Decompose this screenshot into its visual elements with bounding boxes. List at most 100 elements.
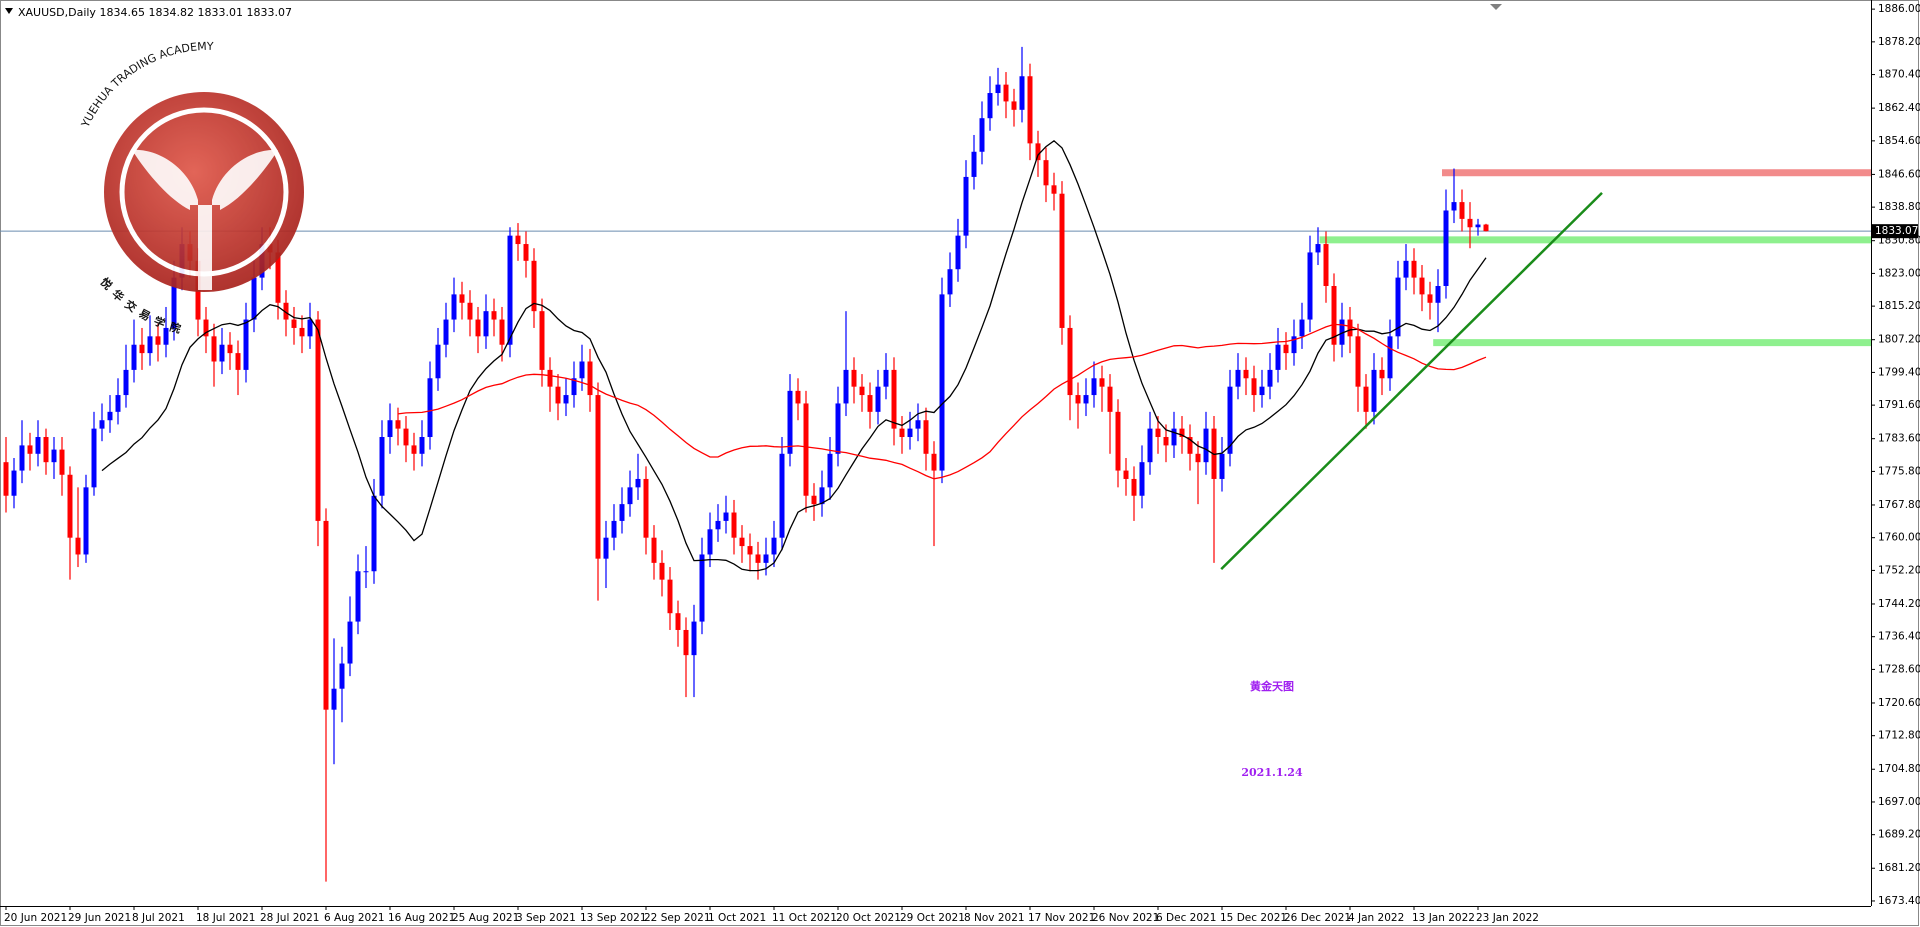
candle-body bbox=[1091, 378, 1097, 396]
x-tick-label: 20 Jun 2021 bbox=[4, 912, 67, 924]
candle-body bbox=[1115, 411, 1121, 471]
y-tick-label: 1815.20 bbox=[1878, 300, 1920, 312]
candle-body bbox=[755, 554, 761, 563]
y-tick-label: 1878.20 bbox=[1878, 36, 1920, 48]
candle-body bbox=[803, 403, 809, 496]
candle-body bbox=[1203, 428, 1209, 463]
candle-body bbox=[731, 512, 737, 538]
candle-body bbox=[419, 437, 425, 454]
candle-body bbox=[1363, 386, 1369, 412]
low-value: 1833.01 bbox=[197, 6, 243, 19]
candle-body bbox=[1443, 210, 1449, 286]
candle-body bbox=[1123, 470, 1129, 479]
candle-body bbox=[1219, 453, 1225, 479]
candle-body bbox=[1347, 319, 1353, 337]
candle-body bbox=[1099, 378, 1105, 387]
candle-body bbox=[1003, 84, 1009, 102]
candle-body bbox=[523, 244, 529, 261]
candle-body bbox=[1011, 101, 1017, 110]
x-tick-label: 6 Dec 2021 bbox=[1156, 912, 1216, 924]
candle-body bbox=[987, 93, 993, 119]
y-tick-label: 1760.00 bbox=[1878, 532, 1920, 544]
candle-body bbox=[1043, 160, 1049, 186]
candle-body bbox=[1179, 428, 1185, 438]
candle-body bbox=[1147, 428, 1153, 463]
candle-body bbox=[1483, 224, 1489, 232]
candle-body bbox=[707, 529, 713, 555]
y-tick-label: 1799.40 bbox=[1878, 366, 1920, 378]
candle-body bbox=[427, 378, 433, 438]
candle-body bbox=[411, 445, 417, 454]
candle-body bbox=[1059, 193, 1065, 328]
candle-body bbox=[307, 319, 313, 337]
x-tick-label: 28 Jul 2021 bbox=[260, 912, 319, 924]
candle-body bbox=[379, 437, 385, 496]
candle-body bbox=[1299, 319, 1305, 337]
y-tick-label: 1752.20 bbox=[1878, 564, 1920, 576]
candle-body bbox=[1411, 260, 1417, 278]
y-tick-label: 1791.60 bbox=[1878, 399, 1920, 411]
x-tick-label: 6 Aug 2021 bbox=[324, 912, 385, 924]
open-value: 1834.65 bbox=[99, 6, 145, 19]
candle-body bbox=[843, 369, 849, 404]
high-value: 1834.82 bbox=[148, 6, 194, 19]
candle-body bbox=[507, 235, 513, 345]
candle-body bbox=[339, 663, 345, 689]
x-tick-label: 8 Nov 2021 bbox=[964, 912, 1025, 924]
candle-body bbox=[11, 470, 17, 496]
candle-body bbox=[611, 520, 617, 538]
candle-body bbox=[27, 445, 33, 454]
y-tick-label: 1862.40 bbox=[1878, 102, 1920, 114]
trendline bbox=[1220, 191, 1603, 571]
candle-body bbox=[43, 437, 49, 463]
candle-body bbox=[35, 437, 41, 454]
candle-body bbox=[931, 453, 937, 471]
candle-body bbox=[891, 369, 897, 429]
candle-body bbox=[363, 571, 369, 573]
candle-body bbox=[635, 478, 641, 488]
x-tick-label: 8 Jul 2021 bbox=[132, 912, 185, 924]
candle-body bbox=[763, 554, 769, 563]
candle-body bbox=[795, 390, 801, 404]
candle-body bbox=[83, 487, 89, 555]
candle-body bbox=[1235, 369, 1241, 387]
y-tick-label: 1689.20 bbox=[1878, 829, 1920, 841]
candle-body bbox=[939, 294, 945, 471]
y-tick-label: 1775.80 bbox=[1878, 465, 1920, 477]
candle-body bbox=[1339, 319, 1345, 345]
close-value: 1833.07 bbox=[246, 6, 292, 19]
y-tick-label: 1728.60 bbox=[1878, 663, 1920, 675]
logo-circle bbox=[104, 92, 304, 292]
candle-body bbox=[747, 546, 753, 555]
candle-body bbox=[955, 235, 961, 270]
candle-body bbox=[715, 520, 721, 530]
candle-body bbox=[771, 537, 777, 555]
candle-body bbox=[291, 319, 297, 328]
candle-body bbox=[315, 319, 321, 521]
candle-body bbox=[1051, 185, 1057, 194]
candle-body bbox=[1083, 395, 1089, 404]
candle-body bbox=[587, 361, 593, 396]
candle-body bbox=[1227, 386, 1233, 454]
y-tick-label: 1681.20 bbox=[1878, 862, 1920, 874]
candle-body bbox=[1459, 202, 1465, 219]
candle-body bbox=[667, 579, 673, 614]
candle-body bbox=[1027, 76, 1033, 144]
candle-body bbox=[1467, 218, 1473, 228]
candle-body bbox=[99, 420, 105, 429]
candle-body bbox=[283, 302, 289, 320]
y-tick-label: 1767.80 bbox=[1878, 499, 1920, 511]
candle-body bbox=[451, 294, 457, 320]
candle-body bbox=[915, 420, 921, 429]
candle-body bbox=[563, 395, 569, 404]
candle-body bbox=[659, 562, 665, 580]
candle-body bbox=[1195, 453, 1201, 463]
candle-body bbox=[995, 84, 1001, 94]
candle-body bbox=[107, 411, 113, 421]
y-tick-label: 1720.60 bbox=[1878, 697, 1920, 709]
candle-body bbox=[739, 537, 745, 547]
candle-body bbox=[163, 327, 169, 345]
candle-body bbox=[91, 428, 97, 488]
candle-body bbox=[1075, 395, 1081, 404]
candle-body bbox=[1259, 386, 1265, 396]
